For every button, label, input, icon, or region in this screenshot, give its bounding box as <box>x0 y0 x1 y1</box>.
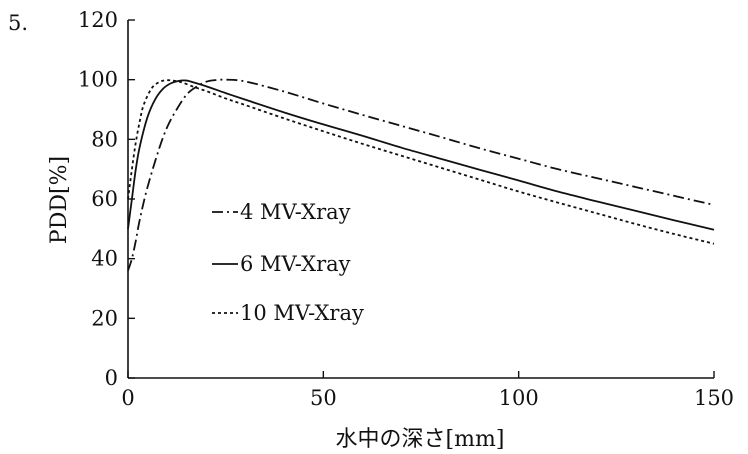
x-tick-label: 100 <box>499 386 539 410</box>
y-tick-label: 0 <box>105 366 118 390</box>
series-lines <box>127 78 715 271</box>
legend: 4 MV-Xray 6 MV-Xray 10 MV-Xray <box>212 200 364 325</box>
y-tick-label: 20 <box>91 306 118 330</box>
legend-label-4-mv-xray: 4 MV-Xray <box>240 200 351 224</box>
x-axis-title: 水中の深さ[mm] <box>336 427 505 452</box>
figure-label: 5. <box>8 11 28 35</box>
legend-label-6-mv-xray: 6 MV-Xray <box>240 252 351 276</box>
y-tick-label: 60 <box>91 187 118 211</box>
x-tick-label: 50 <box>310 386 337 410</box>
series-line-4-mv-xray <box>127 78 715 271</box>
series-line-6-mv-xray <box>127 79 715 231</box>
y-tick-label: 120 <box>78 8 118 32</box>
series-line-10-mv-xray <box>127 79 715 245</box>
y-tick-label: 100 <box>78 68 118 92</box>
y-axis-title: PDD[%] <box>47 156 72 244</box>
legend-label-10-mv-xray: 10 MV-Xray <box>240 301 364 325</box>
y-tick-label: 80 <box>91 127 118 151</box>
axes: 0 20 40 60 80 100 120 0 50 100 150 <box>78 8 734 410</box>
y-tick-label: 40 <box>91 247 118 271</box>
x-tick-label: 0 <box>121 386 134 410</box>
x-tick-label: 150 <box>694 386 734 410</box>
